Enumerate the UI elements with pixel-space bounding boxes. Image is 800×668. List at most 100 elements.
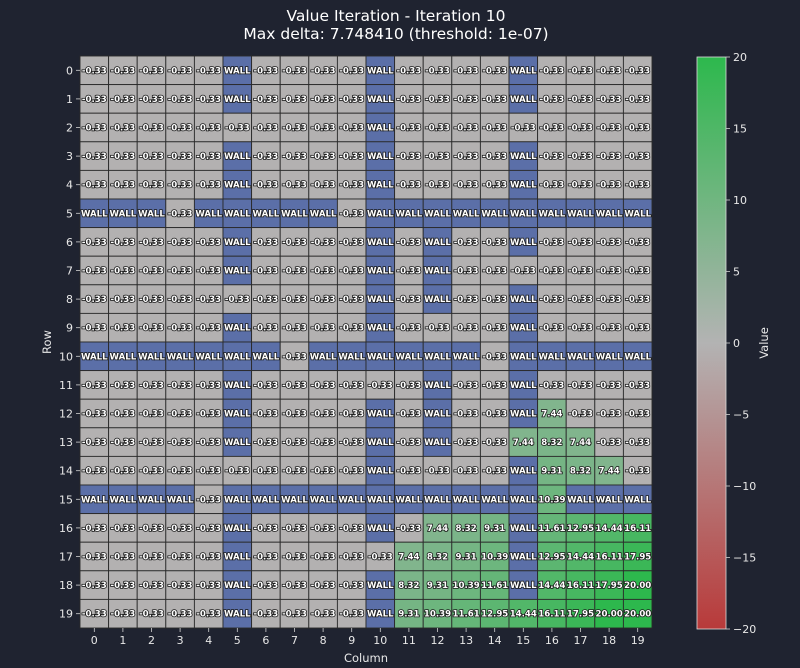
cell-label: -0.33 xyxy=(597,381,622,391)
wall-cell xyxy=(365,398,396,429)
cell-label: 7.44 xyxy=(598,467,619,477)
cell-label: -0.33 xyxy=(82,467,107,477)
cell-label: -0.33 xyxy=(311,524,336,534)
cell-label: -0.33 xyxy=(540,181,565,191)
value-cell xyxy=(79,55,110,86)
wall-cell xyxy=(222,427,253,457)
cell-label: WALL xyxy=(224,495,251,505)
value-cell xyxy=(193,455,224,486)
cell-label: -0.33 xyxy=(168,267,193,277)
cell-label: WALL xyxy=(224,553,251,563)
value-cell xyxy=(222,284,253,314)
cell-label: 20.00 xyxy=(596,610,623,620)
cell-label: -0.33 xyxy=(454,381,479,391)
wall-cell xyxy=(279,198,310,229)
cell-label: -0.33 xyxy=(282,553,307,563)
value-cell xyxy=(622,169,653,200)
y-tick-label: 8 xyxy=(66,293,73,306)
value-cell xyxy=(594,513,624,543)
cell-label: 11.61 xyxy=(481,581,508,591)
value-cell xyxy=(279,455,310,486)
cell-label: -0.33 xyxy=(111,410,136,420)
value-cell xyxy=(279,513,310,543)
cell-label: WALL xyxy=(167,495,194,505)
wall-cell xyxy=(508,484,539,515)
cell-label: -0.33 xyxy=(425,324,450,334)
cell-label: -0.33 xyxy=(111,66,136,76)
value-cell xyxy=(108,370,138,400)
cell-label: -0.33 xyxy=(339,181,364,191)
cell-label: WALL xyxy=(224,267,251,277)
cell-label: 17.95 xyxy=(567,610,594,620)
cell-label: 8.32 xyxy=(427,553,448,563)
cell-label: -0.33 xyxy=(397,381,422,391)
wall-cell xyxy=(422,370,453,400)
cell-label: -0.33 xyxy=(397,524,422,534)
cell-label: -0.33 xyxy=(282,267,307,277)
cell-label: -0.33 xyxy=(425,152,450,162)
cell-label: 12.95 xyxy=(481,610,508,620)
cell-label: -0.33 xyxy=(568,124,593,134)
value-cell xyxy=(308,255,338,286)
cell-label: -0.33 xyxy=(282,181,307,191)
cell-label: -0.33 xyxy=(139,410,164,420)
cell-label: WALL xyxy=(138,352,165,362)
cell-label: -0.33 xyxy=(540,124,565,134)
x-tick-label: 3 xyxy=(177,634,184,647)
cell-label: -0.33 xyxy=(111,124,136,134)
cell-label: WALL xyxy=(567,352,594,362)
cell-label: -0.33 xyxy=(254,95,279,105)
value-cell xyxy=(251,513,281,543)
cell-label: -0.33 xyxy=(339,152,364,162)
colorbar-tick-label: −5 xyxy=(733,409,749,422)
cell-label: WALL xyxy=(453,495,480,505)
cell-label: -0.33 xyxy=(482,181,507,191)
x-tick-label: 0 xyxy=(91,634,98,647)
wall-cell xyxy=(165,341,195,372)
cell-label: WALL xyxy=(367,581,394,591)
cell-label: -0.33 xyxy=(339,410,364,420)
y-tick-label: 15 xyxy=(59,493,73,506)
cell-label: WALL xyxy=(453,209,480,219)
cell-label: WALL xyxy=(224,610,251,620)
cell-label: -0.33 xyxy=(625,295,650,305)
cell-label: WALL xyxy=(424,381,451,391)
cell-label: -0.33 xyxy=(311,610,336,620)
cell-label: -0.33 xyxy=(282,581,307,591)
cell-label: WALL xyxy=(367,610,394,620)
cell-label: -0.33 xyxy=(397,238,422,248)
cell-label: -0.33 xyxy=(254,324,279,334)
value-cell xyxy=(479,598,510,629)
value-cell xyxy=(279,55,310,86)
cell-label: WALL xyxy=(224,209,251,219)
cell-label: -0.33 xyxy=(111,467,136,477)
x-tick-label: 11 xyxy=(402,634,416,647)
y-tick-label: 11 xyxy=(59,379,73,392)
value-cell xyxy=(394,427,424,457)
cell-label: -0.33 xyxy=(311,324,336,334)
cell-label: -0.33 xyxy=(597,238,622,248)
cell-label: -0.33 xyxy=(82,438,107,448)
cell-label: -0.33 xyxy=(311,238,336,248)
cell-label: WALL xyxy=(367,152,394,162)
cell-label: WALL xyxy=(424,352,451,362)
cell-label: -0.33 xyxy=(282,95,307,105)
value-cell xyxy=(594,112,624,143)
cell-label: -0.33 xyxy=(368,381,393,391)
cell-label: WALL xyxy=(367,95,394,105)
value-cell xyxy=(365,370,396,400)
cell-label: WALL xyxy=(424,495,451,505)
cell-label: WALL xyxy=(453,352,480,362)
cell-label: 8.32 xyxy=(541,438,562,448)
value-cell xyxy=(136,455,167,486)
cell-label: -0.33 xyxy=(254,610,279,620)
value-cell xyxy=(308,398,338,429)
colorbar-tick-label: 20 xyxy=(733,51,747,64)
cell-label: -0.33 xyxy=(139,181,164,191)
cell-label: 14.44 xyxy=(538,581,565,591)
cell-label: WALL xyxy=(424,410,451,420)
cell-label: -0.33 xyxy=(111,553,136,563)
value-cell xyxy=(193,484,224,515)
cell-label: -0.33 xyxy=(254,581,279,591)
